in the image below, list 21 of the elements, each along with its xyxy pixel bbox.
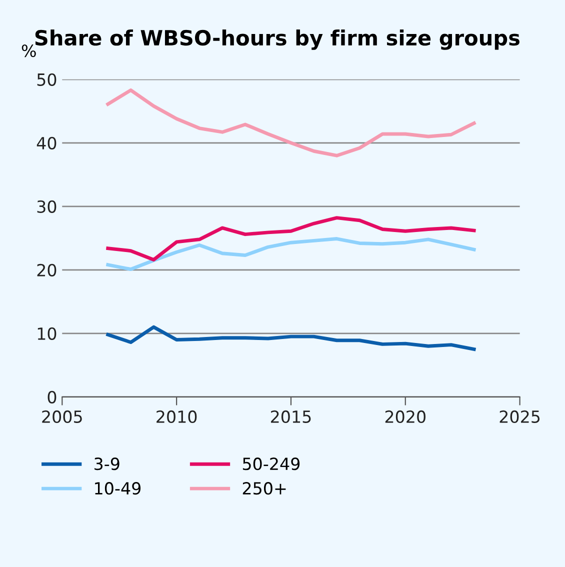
y-tick-label: 0	[48, 390, 56, 404]
y-tick-label: 10	[38, 327, 56, 340]
y-tick-label: 50	[37, 73, 56, 86]
legend-label: 3-9	[94, 458, 120, 470]
line-series	[106, 237, 476, 271]
y-tick-label: 20	[37, 264, 56, 276]
y-tick-label: 40	[36, 136, 56, 150]
y-tick-label: 30	[37, 200, 56, 213]
line-series	[106, 88, 476, 158]
legend-label: 50-249	[242, 458, 300, 470]
x-tick-label: 2020	[385, 410, 426, 423]
legend-label: 250+	[242, 482, 286, 495]
x-tick-label: 2005	[42, 410, 82, 423]
legend-label: 10-49	[95, 482, 141, 495]
x-tick-label: 2025	[500, 410, 540, 423]
y-axis-title: %	[22, 44, 36, 58]
x-tick-label: 2010	[156, 410, 197, 423]
line-series	[106, 325, 476, 352]
x-tick-label: 2015	[270, 410, 311, 423]
chart-title: Share of WBSO-hours by firm size groups	[35, 30, 520, 50]
line-series	[106, 216, 476, 262]
